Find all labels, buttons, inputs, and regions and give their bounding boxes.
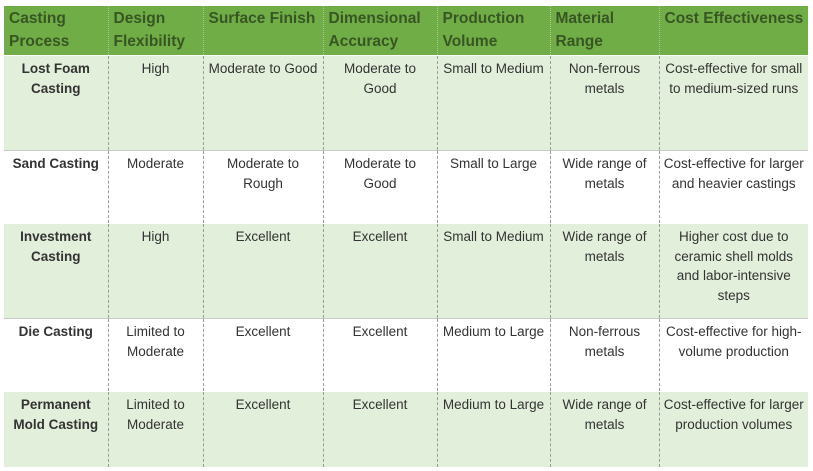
table-cell: Higher cost due to ceramic shell molds a… [658, 223, 808, 319]
table-cell: Wide range of metals [549, 223, 659, 319]
header-cell: Production Volume [436, 6, 550, 56]
table-row: Investment Casting High Excellent Excellent… [4, 223, 808, 319]
header-cell: Surface Finish [202, 6, 323, 56]
table-cell: Cost-effective for larger and heavier ca… [658, 150, 808, 224]
table-row: Permanent Mold Casting Limited to Moderat… [4, 391, 808, 467]
header-cell: Design Flexibility [107, 6, 203, 56]
table-cell: Excellent [322, 318, 437, 392]
table-cell: High [107, 55, 203, 151]
process-name-cell: Lost Foam Casting [4, 55, 108, 151]
table-cell: Wide range of metals [549, 391, 659, 467]
table-cell: Non-ferrous metals [549, 55, 659, 151]
table-cell: Excellent [322, 391, 437, 467]
header-cell: Cost Effectiveness [658, 6, 808, 56]
table-cell: Excellent [202, 318, 323, 392]
table-cell: High [107, 223, 203, 319]
process-name-cell: Die Casting [4, 318, 108, 392]
casting-comparison-table: Casting Process Design Flexibility Surfa… [4, 6, 808, 467]
table-cell: Cost-effective for high-volume productio… [658, 318, 808, 392]
table-row: Sand Casting Moderate Moderate to Rough Mod… [4, 150, 808, 224]
process-name-cell: Investment Casting [4, 223, 108, 319]
header-cell: Dimensional Accuracy [322, 6, 437, 56]
header-cell: Casting Process [4, 6, 108, 56]
table-cell: Moderate to Good [202, 55, 323, 151]
table-cell: Excellent [202, 223, 323, 319]
table-cell: Moderate [107, 150, 203, 224]
table-row: Die Casting Limited to Moderate Excellent E… [4, 318, 808, 392]
table-cell: Cost-effective for small to medium-sized… [658, 55, 808, 151]
table-cell: Medium to Large [436, 318, 550, 392]
process-name-cell: Permanent Mold Casting [4, 391, 108, 467]
table-cell: Moderate to Good [322, 150, 437, 224]
header-row: Casting Process Design Flexibility Surfa… [4, 6, 808, 56]
header-cell: Material Range [549, 6, 659, 56]
table-cell: Limited to Moderate [107, 318, 203, 392]
table-cell: Cost-effective for larger production vol… [658, 391, 808, 467]
process-name-cell: Sand Casting [4, 150, 108, 224]
table-cell: Small to Large [436, 150, 550, 224]
table-row: Lost Foam Casting High Moderate to Good Mod… [4, 55, 808, 151]
table-cell: Limited to Moderate [107, 391, 203, 467]
table-cell: Excellent [322, 223, 437, 319]
table-cell: Medium to Large [436, 391, 550, 467]
table-cell: Moderate to Good [322, 55, 437, 151]
table-cell: Excellent [202, 391, 323, 467]
table-cell: Wide range of metals [549, 150, 659, 224]
table-cell: Small to Medium [436, 223, 550, 319]
table-cell: Moderate to Rough [202, 150, 323, 224]
table-cell: Small to Medium [436, 55, 550, 151]
table-cell: Non-ferrous metals [549, 318, 659, 392]
